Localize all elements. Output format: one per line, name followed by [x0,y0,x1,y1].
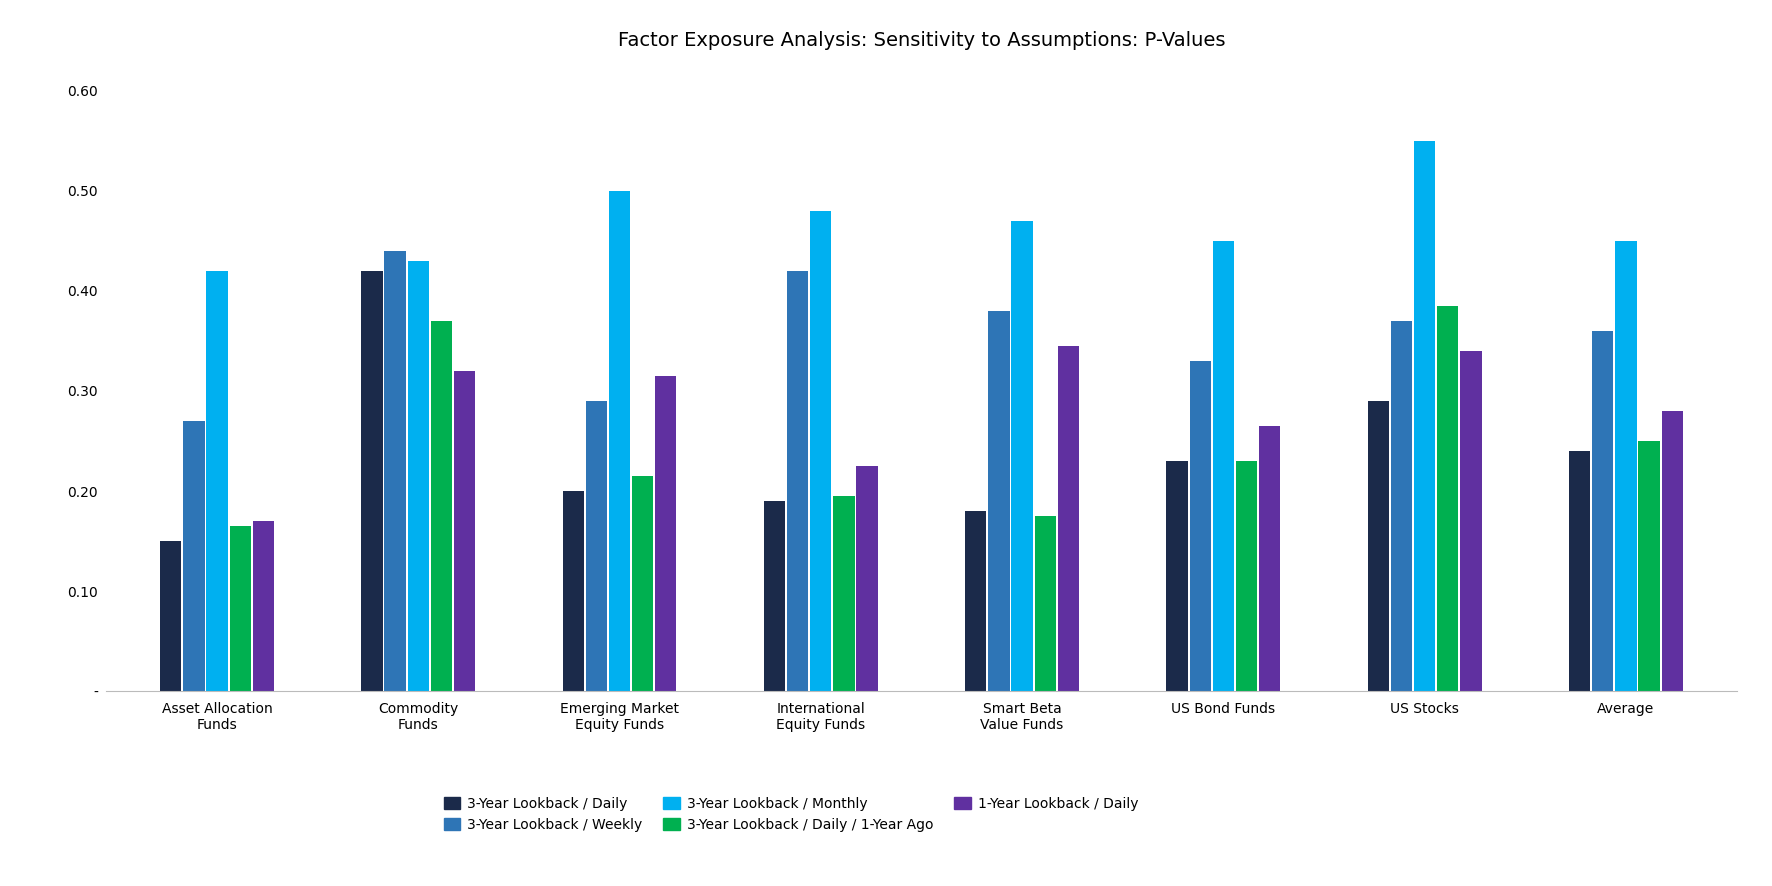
Bar [1639,441,1660,691]
Bar [1368,401,1389,691]
Bar [1212,241,1233,691]
Bar [253,521,275,691]
Bar [856,466,877,691]
Bar [1616,241,1637,691]
Bar [1235,461,1256,691]
Bar [1012,221,1033,691]
Bar [610,190,631,691]
Bar [1391,321,1412,691]
Bar [989,311,1010,691]
Bar [656,376,677,691]
Bar [385,251,406,691]
Bar [1437,306,1458,691]
Bar [633,476,654,691]
Bar [159,541,181,691]
Bar [431,321,452,691]
Bar [183,421,204,691]
Bar [966,511,987,691]
Bar [408,261,429,691]
Legend: 3-Year Lookback / Daily, 3-Year Lookback / Weekly, 3-Year Lookback / Monthly, 3-: 3-Year Lookback / Daily, 3-Year Lookback… [438,791,1145,837]
Bar [1258,426,1281,691]
Bar [562,491,585,691]
Bar [810,211,831,691]
Bar [1662,411,1683,691]
Bar [1166,461,1187,691]
Bar [454,371,475,691]
Title: Factor Exposure Analysis: Sensitivity to Assumptions: P-Values: Factor Exposure Analysis: Sensitivity to… [618,31,1224,50]
Bar [787,271,808,691]
Bar [1460,351,1481,691]
Bar [1591,331,1613,691]
Bar [1035,516,1056,691]
Bar [764,501,785,691]
Bar [230,526,252,691]
Bar [1058,346,1079,691]
Bar [833,496,854,691]
Bar [361,271,383,691]
Bar [206,271,227,691]
Bar [1189,361,1210,691]
Bar [587,401,608,691]
Bar [1414,141,1435,691]
Bar [1568,451,1589,691]
